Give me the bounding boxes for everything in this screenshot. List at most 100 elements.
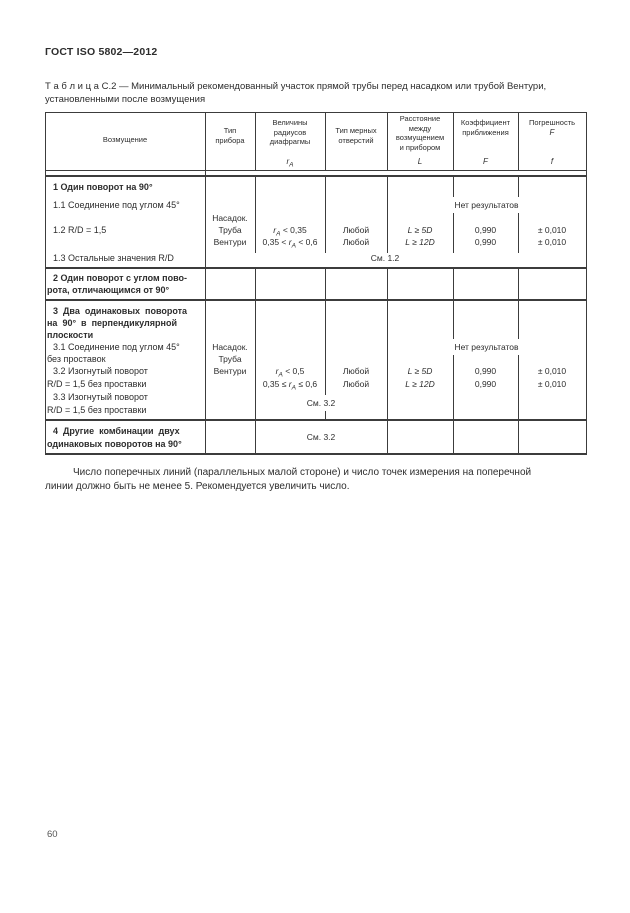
row-3-title-line3: плоскости — [47, 330, 94, 340]
device-type-line: Вентури — [213, 366, 247, 376]
table-caption-line2: установленными после возмущения — [45, 94, 206, 105]
col-header-device-type: Тип прибора — [215, 126, 245, 145]
row-3-2-coefficient-2: 0,990 — [474, 379, 497, 389]
row-4-see-ref: См. 3.2 — [306, 432, 336, 442]
row-3-3-label-line1: 3.3 Изогнутый поворот — [53, 392, 148, 402]
table-border — [45, 267, 587, 269]
row-4-title-line1: 4 Другие комбинации двух — [53, 426, 180, 436]
radius-r: r — [288, 237, 292, 247]
row-1-3-see-ref: См. 1.2 — [370, 253, 400, 263]
table-border — [453, 112, 454, 170]
table-border — [453, 267, 454, 339]
row-1-1-label: 1.1 Соединение под углом 45° — [53, 200, 180, 210]
row-3-title-line2: на 90° в перпендикулярной — [47, 318, 177, 328]
row-3-3-label-line2: R/D = 1,5 без проставки — [47, 405, 147, 415]
table-border — [45, 453, 587, 455]
device-type-line: Вентури — [213, 237, 247, 247]
note-paragraph: Число поперечных линий (параллельных мал… — [45, 466, 593, 493]
row-1-2-distance-2: L ≥ 12D — [405, 237, 435, 247]
device-type-line: Труба — [218, 225, 242, 235]
table-border — [518, 112, 519, 170]
page-number: 60 — [47, 829, 58, 840]
row-1-2-radius-1: rA < 0,35 — [255, 225, 325, 238]
table-border — [453, 175, 454, 197]
table-border — [255, 175, 256, 253]
col-symbol-l: L — [417, 157, 423, 166]
row-1-1-no-results: Нет результатов — [454, 200, 519, 210]
col-header-coefficient: Коэффициент приближения — [460, 118, 511, 137]
row-3-1-label-line1: 3.1 Соединение под углом 45° — [53, 342, 180, 352]
row-1-title: 1 Один поворот на 90° — [53, 182, 153, 192]
table-c2: Возмущение Тип прибора Величины радиусов… — [45, 112, 587, 455]
row-3-2-label-line1: 3.2 Изогнутый поворот — [53, 366, 148, 376]
row-1-2-coefficient-2: 0,990 — [474, 237, 497, 247]
radius-r: r — [275, 366, 279, 376]
radius-r: r — [288, 379, 292, 389]
table-border — [45, 175, 587, 177]
col-header-error-f: F — [549, 128, 555, 137]
col-header-disturbance: Возмущение — [102, 135, 148, 144]
row-1-2-distance-1: L ≥ 5D — [407, 225, 433, 235]
radius-post: < 0,35 — [280, 225, 307, 235]
table-border — [325, 411, 326, 419]
note-line2: линии должно быть не менее 5. Рекомендуе… — [45, 480, 350, 492]
radius-r: r — [273, 225, 277, 235]
table-border — [45, 112, 46, 455]
row-3-2-distance-1: L ≥ 5D — [407, 366, 433, 376]
table-border — [453, 355, 454, 453]
col-header-tap-type: Тип мерных отверстий — [335, 126, 377, 145]
row-1-2-radius-2: 0,35 < rA < 0,6 — [255, 237, 325, 249]
row-4-title-line2: одинаковых поворотов на 90° — [47, 439, 182, 449]
radius-post: < 0,5 — [282, 366, 305, 376]
table-border — [325, 112, 326, 170]
row-3-2-error-2: ± 0,010 — [537, 379, 567, 389]
table-border — [387, 112, 388, 170]
row-1-2-tap-1: Любой — [342, 225, 370, 235]
table-border — [255, 112, 256, 170]
document-header-title: ГОСТ ISO 5802—2012 — [45, 46, 158, 58]
row-3-2-radius-2: 0,35 ≤ rA ≤ 0,6 — [255, 379, 325, 392]
radius-pre: 0,35 ≤ — [262, 379, 289, 389]
table-border — [387, 175, 388, 253]
row-3-2-distance-2: L ≥ 12D — [405, 379, 435, 389]
radius-post: < 0,6 — [295, 237, 318, 247]
row-1-2-coefficient-1: 0,990 — [474, 225, 497, 235]
row-3-1-no-results: Нет результатов — [454, 342, 519, 352]
radius-pre: 0,35 < — [262, 237, 289, 247]
radius-sub: A — [276, 230, 281, 238]
table-caption-line1: Т а б л и ц а С.2 — Минимальный рекоменд… — [45, 81, 547, 92]
row-1-2-error-1: ± 0,010 — [537, 225, 567, 235]
table-border — [586, 112, 587, 455]
row-3-2-coefficient-1: 0,990 — [474, 366, 497, 376]
table-border — [255, 267, 256, 453]
radius-post: ≤ 0,6 — [295, 379, 318, 389]
row-3-2-radius-1: rA < 0,5 — [255, 366, 325, 379]
symbol-r: r — [286, 157, 290, 166]
row-3-2-tap-1: Любой — [342, 366, 370, 376]
table-border — [518, 213, 519, 253]
row-1-2-label: 1.2 R/D = 1,5 — [53, 225, 107, 235]
col-symbol-f-lower: f — [550, 157, 554, 166]
table-border — [325, 175, 326, 253]
row-3-2-tap-2: Любой — [342, 379, 370, 389]
radius-sub: A — [278, 371, 283, 379]
table-border — [518, 175, 519, 197]
row-1-2-error-2: ± 0,010 — [537, 237, 567, 247]
row-2-title-line2: рота, отличающимся от 90° — [47, 285, 170, 295]
table-border — [205, 112, 206, 453]
col-symbol-f-upper: F — [483, 157, 488, 166]
table-border — [518, 355, 519, 453]
table-border — [453, 213, 454, 253]
row-3-3-see-ref: См. 3.2 — [306, 398, 336, 408]
row-1-3-label: 1.3 Остальные значения R/D — [53, 253, 174, 263]
table-border — [325, 267, 326, 395]
col-header-distance: Расстояние между возмущением и прибором — [395, 114, 445, 152]
table-border — [45, 170, 587, 171]
device-type-line: Насадок. — [212, 213, 248, 223]
table-border — [387, 267, 388, 453]
table-border — [518, 267, 519, 339]
table-caption: Т а б л и ц а С.2 — Минимальный рекоменд… — [45, 80, 593, 106]
radius-sub: A — [291, 384, 296, 392]
row-3-1-label-line2: без проставок — [47, 354, 106, 364]
